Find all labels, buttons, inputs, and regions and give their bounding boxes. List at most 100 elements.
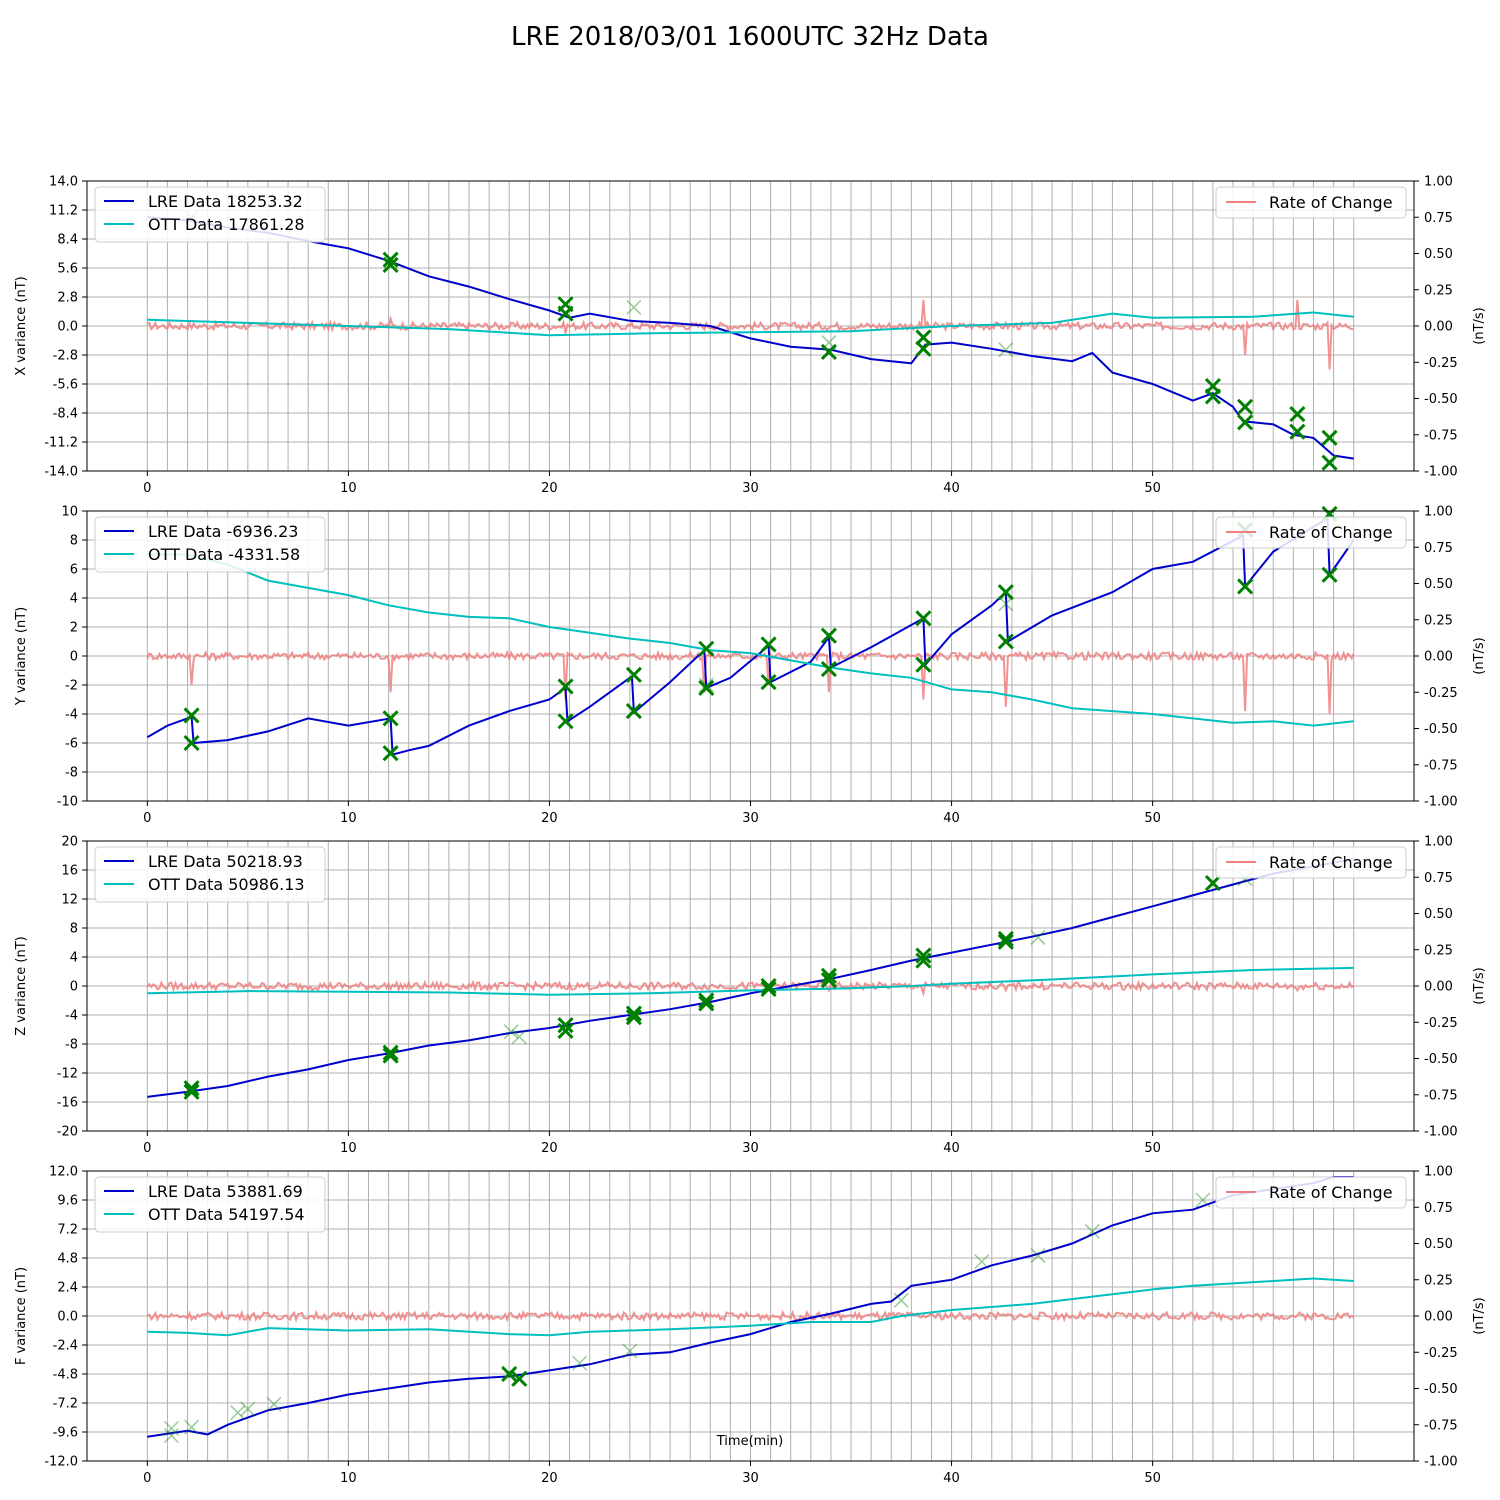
cross-stroke — [698, 677, 714, 693]
cross-stroke — [184, 1419, 200, 1435]
y2-tick-label: -0.75 — [1424, 758, 1458, 773]
cross-marker — [820, 627, 837, 644]
legend-entry: LRE Data 50218.93 — [148, 852, 303, 871]
y-tick-label: -12.0 — [44, 1455, 78, 1470]
cross-stroke — [557, 678, 574, 695]
cross-stroke — [974, 1254, 990, 1270]
cross-stroke — [820, 972, 837, 989]
y2-tick-label: 1.00 — [1424, 835, 1453, 850]
cross-marker — [1289, 423, 1306, 440]
panel-1: 0 10 20 30 40 50 -14.0 -11.2 -8.4 -5.6 -2.8 0.0 2.8 5… — [14, 175, 1487, 497]
y2-tick-label: -1.00 — [1424, 1125, 1458, 1140]
cross-stroke — [915, 947, 932, 964]
cross-stroke — [557, 305, 574, 322]
y-tick-label: 0 — [70, 980, 78, 995]
cross-stroke — [266, 1396, 282, 1412]
x-tick-label: 40 — [943, 481, 960, 496]
faint-cross-marker — [998, 342, 1014, 358]
y2-tick-label: 0.00 — [1424, 980, 1453, 995]
y2-tick-label: -0.50 — [1424, 722, 1458, 737]
cross-stroke — [1084, 1223, 1100, 1239]
lre-data-line — [146, 516, 1355, 756]
y-tick-label: -5.6 — [53, 378, 78, 393]
cross-stroke — [915, 610, 932, 627]
faint-cross-marker — [974, 1254, 990, 1270]
y-tick-label: -6 — [65, 737, 78, 752]
y2-tick-label: 0.25 — [1424, 283, 1453, 298]
y-tick-label: 11.2 — [49, 204, 78, 219]
cross-stroke — [760, 636, 777, 653]
cross-stroke — [1030, 929, 1046, 945]
y2-tick-label: 0.50 — [1424, 247, 1453, 262]
y-tick-label: -8 — [65, 1038, 78, 1053]
cross-stroke — [382, 745, 399, 762]
lre-data-line — [147, 858, 1354, 1098]
cross-stroke — [163, 1428, 179, 1444]
cross-stroke — [820, 660, 837, 678]
legend-entry: LRE Data -6936.23 — [148, 522, 298, 541]
cross-marker — [557, 713, 574, 730]
rate-of-change-line — [147, 1309, 1355, 1323]
y-tick-label: -11.2 — [44, 436, 78, 451]
y2-tick-label: 1.00 — [1424, 175, 1453, 190]
panel-2: 0 10 20 30 40 50 -10 -8 -6 -4 -2 0 2 4 6 8 10 -1.00 -0.75 -… — [14, 505, 1487, 827]
y-tick-label: 0.0 — [57, 1310, 78, 1325]
cross-stroke — [820, 967, 837, 984]
cross-marker — [625, 703, 642, 720]
faint-cross-marker — [622, 1343, 638, 1359]
legend-entry: LRE Data 18253.32 — [148, 192, 303, 211]
ott-data-line — [147, 966, 1354, 996]
cross-marker — [1204, 874, 1222, 892]
cross-stroke — [1237, 578, 1254, 595]
cross-stroke — [1321, 454, 1338, 471]
cross-marker — [1321, 454, 1338, 471]
cross-marker — [1204, 388, 1222, 405]
y2-tick-label: 0.00 — [1424, 1310, 1453, 1325]
y-tick-label: -10 — [57, 795, 78, 810]
y2-tick-label: -0.25 — [1424, 686, 1458, 701]
cross-stroke — [622, 1343, 638, 1359]
cross-stroke — [501, 1365, 518, 1383]
cross-stroke — [163, 1420, 179, 1436]
legend-entry: Rate of Change — [1269, 1183, 1393, 1202]
y2-tick-label: -0.50 — [1424, 1382, 1458, 1397]
cross-stroke — [1030, 929, 1046, 945]
y2-tick-label: -1.00 — [1424, 1455, 1458, 1470]
cross-stroke — [557, 713, 574, 730]
cross-marker — [820, 343, 837, 360]
cross-stroke — [240, 1401, 256, 1417]
y-tick-label: 12 — [61, 893, 78, 908]
y2-axis-label: (nT/s) — [1472, 307, 1487, 344]
cross-stroke — [382, 1047, 399, 1064]
x-tick-label: 50 — [1144, 811, 1161, 826]
cross-marker — [625, 1009, 642, 1026]
cross-stroke — [893, 1292, 909, 1308]
y2-tick-label: -1.00 — [1424, 465, 1458, 480]
cross-marker — [1237, 414, 1254, 431]
rate-of-change-line — [146, 649, 1355, 715]
cross-stroke — [760, 980, 777, 997]
cross-marker — [382, 251, 399, 268]
cross-stroke — [622, 1343, 638, 1359]
cross-stroke — [997, 930, 1014, 947]
y-tick-label: -2 — [65, 679, 78, 694]
faint-cross-marker — [266, 1396, 282, 1412]
y-tick-label: -2.8 — [53, 349, 78, 364]
y2-tick-label: 0.50 — [1424, 1237, 1453, 1252]
legend-entry: OTT Data 54197.54 — [148, 1205, 305, 1224]
cross-marker — [915, 340, 932, 357]
y-tick-label: -7.2 — [53, 1397, 78, 1412]
cross-stroke — [382, 1044, 399, 1061]
cross-marker — [557, 305, 574, 322]
y-tick-label: 12.0 — [49, 1165, 78, 1180]
cross-stroke — [974, 1254, 990, 1270]
x-tick-label: 10 — [340, 811, 357, 826]
y2-tick-label: 0.00 — [1424, 320, 1453, 335]
y-tick-label: 4.8 — [57, 1252, 78, 1267]
cross-stroke — [511, 1029, 527, 1045]
y-tick-label: 8.4 — [57, 233, 78, 248]
y2-tick-label: 0.25 — [1424, 943, 1453, 958]
cross-marker — [1237, 578, 1254, 595]
x-tick-label: 10 — [340, 481, 357, 496]
cross-marker — [997, 584, 1014, 601]
